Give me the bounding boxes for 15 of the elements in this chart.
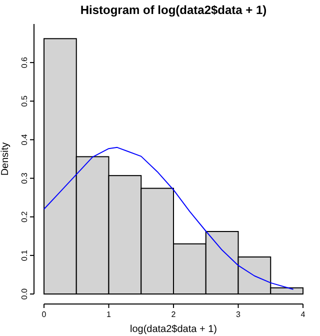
x-tick-label: 3 xyxy=(236,310,242,319)
chart-title: Histogram of log(data2$data + 1) xyxy=(80,3,267,17)
y-tick-label: 0.2 xyxy=(20,210,29,222)
y-tick-label: 0.1 xyxy=(20,249,29,261)
y-tick-label: 0.3 xyxy=(20,172,29,184)
y-tick-label: 0.4 xyxy=(20,134,29,146)
x-tick-label: 0 xyxy=(42,310,47,319)
y-tick-label: 0.6 xyxy=(20,56,29,68)
x-tick-label: 2 xyxy=(171,310,176,319)
x-tick-label: 1 xyxy=(106,310,112,319)
x-axis-title: log(data2$data + 1) xyxy=(130,324,218,335)
y-tick-label: 0.5 xyxy=(20,95,29,107)
y-tick-label: 0.0 xyxy=(20,288,29,300)
x-tick-label: 4 xyxy=(300,310,306,319)
y-axis-title: Density xyxy=(0,142,11,176)
